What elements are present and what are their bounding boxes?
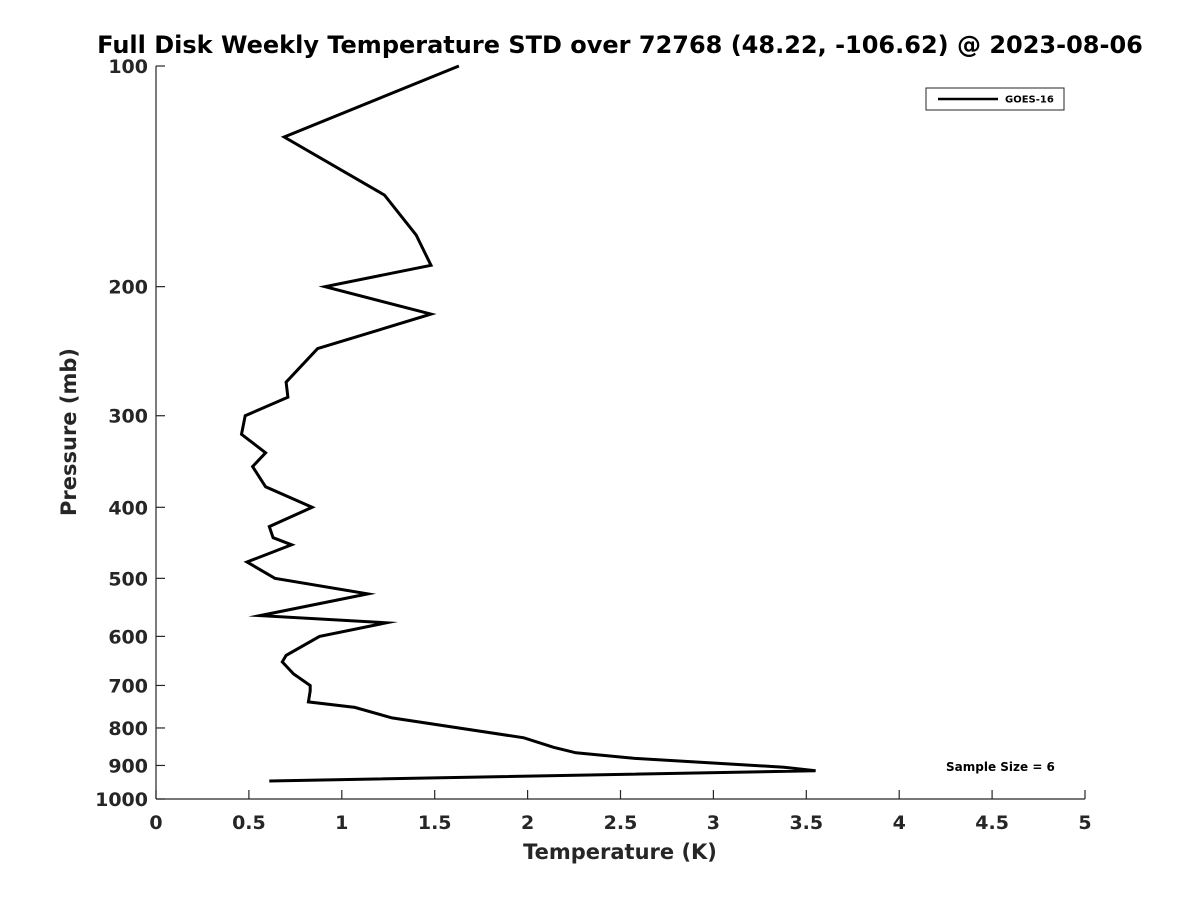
x-tick-label: 5 (1078, 812, 1091, 834)
series-line-goes-16 (239, 64, 816, 783)
x-tick-label: 4.5 (975, 812, 1009, 834)
y-tick-label: 500 (108, 568, 148, 590)
y-tick-label: 400 (108, 497, 148, 519)
x-tick-label: 2 (521, 812, 534, 834)
y-tick-label: 900 (108, 755, 148, 777)
x-tick-label: 3 (707, 812, 720, 834)
x-tick-label: 0.5 (232, 812, 266, 834)
x-tick-label: 2.5 (604, 812, 638, 834)
sample-size-annotation: Sample Size = 6 (946, 760, 1055, 774)
x-tick-label: 1.5 (418, 812, 452, 834)
chart-title: Full Disk Weekly Temperature STD over 72… (97, 31, 1143, 59)
legend: GOES-16 (925, 87, 1065, 111)
y-tick-label: 1000 (95, 789, 148, 811)
series-layer (239, 64, 816, 783)
y-tick-label: 300 (108, 406, 148, 428)
y-tick-label: 700 (108, 675, 148, 697)
x-tick-label: 1 (335, 812, 348, 834)
x-tick-label: 3.5 (789, 812, 823, 834)
y-tick-label: 100 (108, 56, 148, 78)
y-ticks: 100 200 300 400 500 600 700 800 900 1000 (95, 56, 165, 811)
y-axis-label: Pressure (mb) (57, 348, 81, 516)
y-tick-label: 200 (108, 277, 148, 299)
x-ticks: 0 0.5 1 1.5 2 2.5 3 3.5 4 4.5 5 (149, 790, 1092, 834)
y-tick-label: 800 (108, 718, 148, 740)
x-tick-label: 0 (149, 812, 162, 834)
y-tick-label: 600 (108, 626, 148, 648)
legend-label-goes-16: GOES-16 (1005, 95, 1054, 106)
x-axis-label: Temperature (K) (523, 840, 717, 864)
x-tick-label: 4 (893, 812, 906, 834)
